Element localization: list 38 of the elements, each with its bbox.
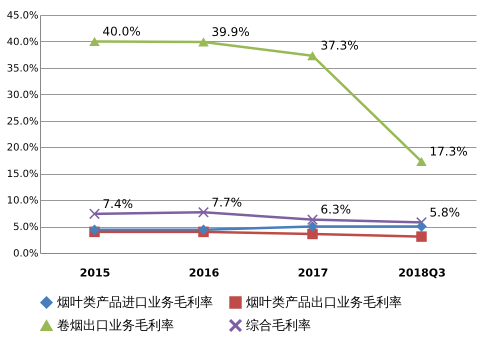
point xyxy=(198,224,209,235)
point xyxy=(89,36,100,46)
x-tick-label: 2018Q3 xyxy=(398,266,446,280)
point xyxy=(307,221,318,232)
point xyxy=(416,221,427,232)
y-tick-label: 30.0% xyxy=(6,90,38,101)
y-tick-label: 25.0% xyxy=(6,116,38,128)
y-tick-label: 0.0% xyxy=(13,248,38,260)
y-tick-label: 20.0% xyxy=(6,142,38,154)
data-label: 17.3% xyxy=(430,144,468,158)
data-label: 40.0% xyxy=(102,24,141,38)
data-label: 7.4% xyxy=(102,196,133,211)
x-tick-label: 2017 xyxy=(298,266,328,280)
x-tick-label: 2016 xyxy=(188,266,220,280)
point xyxy=(89,224,100,235)
x-tick-label: 2015 xyxy=(80,266,110,280)
data-label: 39.9% xyxy=(212,24,250,39)
legend-label: 卷烟出口业务毛利率 xyxy=(57,318,174,334)
y-tick-label: 15.0% xyxy=(6,169,38,180)
point xyxy=(416,156,427,166)
legend-label: 综合毛利率 xyxy=(246,318,311,334)
point xyxy=(89,208,100,220)
data-label: 6.3% xyxy=(320,202,351,217)
data-label: 37.3% xyxy=(320,38,359,53)
point xyxy=(307,214,318,225)
data-label: 7.7% xyxy=(212,195,242,210)
y-tick-label: 35.0% xyxy=(6,63,38,74)
point xyxy=(198,207,209,218)
legend-label: 烟叶类产品进口业务毛利率 xyxy=(57,294,213,311)
y-tick-label: 40.0% xyxy=(6,36,38,48)
point xyxy=(198,37,209,47)
y-tick-label: 10.0% xyxy=(6,196,38,207)
legend-label: 烟叶类产品出口业务毛利率 xyxy=(246,294,402,311)
point xyxy=(307,51,318,60)
y-tick-label: 45.0% xyxy=(6,10,38,22)
y-tick-label: 5.0% xyxy=(13,222,38,234)
point xyxy=(416,231,427,242)
data-label: 5.8% xyxy=(430,205,460,220)
